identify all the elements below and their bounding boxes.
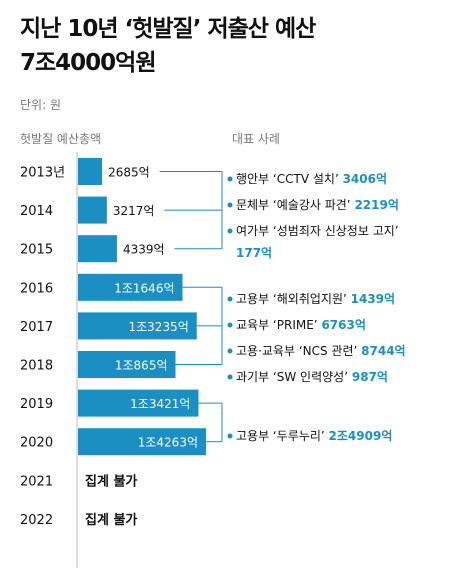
- bar: [78, 389, 199, 417]
- bar: [78, 158, 103, 185]
- category-label: 2013년: [20, 166, 65, 181]
- bullet-dot: [227, 176, 233, 182]
- example-item: 고용부 ‘해외취업지원’ 1439억: [236, 292, 395, 306]
- example-amount: 8744억: [361, 344, 405, 358]
- example-amount: 2219억: [354, 198, 398, 212]
- bullet-dot: [227, 433, 233, 439]
- example-amount: 3406억: [343, 172, 387, 186]
- example-text: 고용부 ‘해외취업지원’: [236, 292, 351, 306]
- example-item: 과기부 ‘SW 인력양성’ 987억: [236, 370, 388, 384]
- bullet-dot: [227, 322, 233, 328]
- category-label: 2021: [20, 474, 53, 489]
- value-label: 집계 불가: [85, 513, 137, 528]
- bullet-dot: [227, 202, 233, 208]
- example-item: 고용·교육부 ‘NCS 관련’ 8744억: [236, 344, 406, 358]
- example-text: 문체부 ‘예술강사 파견’: [236, 198, 354, 212]
- example-item: 고용부 ‘두루누리’ 2조4909억: [236, 429, 392, 443]
- title-line-1: 지난 10년 ‘헛발질’ 저출산 예산: [20, 16, 316, 42]
- bullet-dot: [227, 296, 233, 302]
- example-text: 고용부 ‘두루누리’: [236, 429, 329, 443]
- example-item: 행안부 ‘CCTV 설치’ 3406억: [236, 171, 387, 186]
- value-label: 2685억: [108, 166, 150, 180]
- bullet-dot: [227, 374, 233, 380]
- category-label: 2022: [20, 513, 53, 528]
- chart-title: 지난 10년 ‘헛발질’ 저출산 예산 7조4000억원: [20, 12, 440, 80]
- example-item: 문체부 ‘예술강사 파견’ 2219억: [236, 198, 399, 212]
- bullet-dot: [227, 348, 233, 354]
- example-text: 과기부 ‘SW 인력양성’: [236, 370, 352, 384]
- example-amount: 177억: [236, 246, 272, 260]
- example-amount: 6763억: [321, 318, 365, 332]
- bar: [78, 273, 183, 301]
- bullet-dot: [227, 228, 233, 234]
- category-label: 2020: [20, 436, 53, 451]
- value-label: 4339억: [123, 243, 165, 257]
- bar: [78, 428, 206, 456]
- bar: [78, 351, 176, 378]
- bar: [78, 196, 107, 224]
- value-label: 1조3421억: [130, 397, 190, 411]
- example-text: 교육부 ‘PRIME’: [236, 318, 321, 332]
- value-label: 1조4263억: [138, 436, 198, 450]
- example-amount: 1439억: [351, 292, 395, 306]
- value-label: 1조1646억: [114, 281, 174, 295]
- right-column-header: 대표 사례: [232, 132, 280, 146]
- left-column-header: 헛발질 예산총액: [20, 132, 102, 146]
- example-text: 여가부 ‘성범죄자 신상정보 고지’: [236, 224, 402, 238]
- unit-label: 단위: 원: [20, 98, 61, 112]
- category-label: 2019: [20, 397, 53, 412]
- category-label: 2017: [20, 320, 53, 335]
- value-label: 1조3235억: [129, 320, 189, 334]
- value-label: 3217억: [113, 204, 155, 218]
- bar: [78, 235, 117, 263]
- example-amount: 2조4909억: [329, 429, 393, 443]
- category-label: 2014: [20, 204, 53, 219]
- bar: [78, 312, 197, 340]
- example-text: 고용·교육부 ‘NCS 관련’: [236, 344, 361, 358]
- example-amount: 987억: [352, 370, 388, 384]
- example-item: 여가부 ‘성범죄자 신상정보 고지’ 177억: [236, 224, 402, 260]
- example-text: 행안부 ‘CCTV 설치’: [236, 171, 343, 186]
- example-item: 교육부 ‘PRIME’ 6763억: [236, 318, 366, 332]
- category-label: 2016: [20, 281, 53, 296]
- title-line-2: 7조4000억원: [20, 50, 156, 76]
- value-label: 집계 불가: [85, 474, 137, 489]
- value-label: 1조865억: [115, 359, 168, 373]
- category-label: 2015: [20, 243, 53, 258]
- category-label: 2018: [20, 359, 53, 374]
